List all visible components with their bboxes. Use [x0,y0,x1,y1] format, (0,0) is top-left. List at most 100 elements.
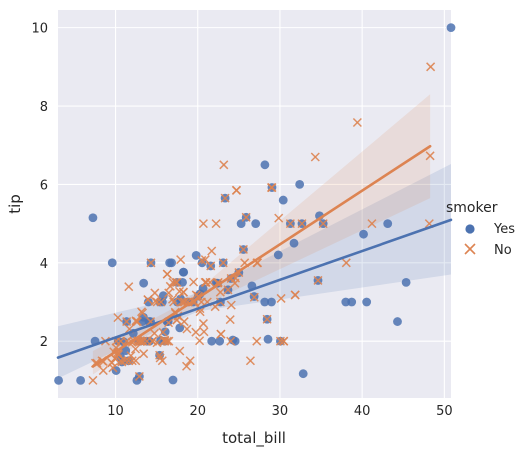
point-no [220,193,230,203]
point-no [183,297,193,307]
point-yes [295,180,305,189]
point-no [267,183,277,193]
point-no [168,277,178,287]
grid [58,10,451,398]
point-no [197,255,207,265]
legend-title: smoker [446,200,498,216]
point-no [132,317,142,327]
y-axis-label: tip [6,194,24,214]
point-no [164,288,174,298]
point-no [130,344,141,354]
point-yes [76,375,86,385]
point-no [122,317,132,327]
point-yes [383,219,393,228]
point-yes [446,23,456,33]
point-no [285,219,295,229]
point-no [276,293,286,303]
point-no [131,356,141,366]
point-yes [230,336,240,346]
y-tick-label: 10 [31,22,48,37]
point-no [110,353,120,363]
point-yes [175,323,185,333]
fit-line-no [91,144,432,368]
y-tick-label: 2 [40,335,48,350]
point-no [189,277,199,287]
fit-line-yes [56,218,453,359]
point-no [139,349,149,359]
point-no [169,297,179,307]
point-no [124,282,134,292]
x-tick-label: 10 [107,404,124,419]
point-yes [359,229,368,239]
point-no [156,297,166,307]
point-yes [168,375,178,385]
point-yes [158,291,168,301]
point-no [226,336,236,346]
x-tick-label: 30 [272,404,289,419]
point-no [191,327,201,337]
point-no [182,361,192,371]
point-yes [54,375,63,385]
point-no [218,258,228,268]
point-no [160,336,170,346]
point-no [318,219,328,229]
point-yes [88,213,98,223]
point-yes [236,219,246,228]
point-no [290,290,300,300]
point-no [215,287,225,297]
point-no [178,287,188,297]
point-no [138,336,148,346]
point-no [310,152,320,162]
point-no [117,357,127,367]
point-no [352,117,362,128]
point-no [241,212,251,222]
point-no [341,258,351,268]
point-yes [145,336,155,346]
point-yes [347,297,357,307]
point-no [155,350,165,360]
point-no [152,297,162,307]
y-tick-label: 8 [40,100,48,115]
point-no [252,336,262,346]
point-no [88,375,98,385]
point-no [198,219,208,229]
y-tick-label: 4 [40,257,48,272]
point-no [185,356,195,366]
point-no [165,281,175,291]
legend-marker-yes [465,224,475,234]
point-no [198,319,208,329]
x-tick-label: 20 [189,404,206,419]
point-no [206,261,216,271]
point-yes [393,317,402,326]
point-no [274,213,284,223]
x-axis-ticks: 10 20 30 40 50 [107,404,452,419]
regression-lines [56,144,453,368]
legend-marker-no [464,243,476,255]
point-no [238,244,248,254]
point-no [171,277,181,287]
point-yes [215,336,225,346]
point-no [195,336,205,346]
point-no [146,258,156,268]
point-yes [267,297,276,307]
point-no [297,219,307,229]
point-no [150,288,160,298]
point-yes [278,195,288,205]
point-no [313,275,323,285]
point-no [152,338,162,348]
point-no [426,62,436,72]
y-tick-label: 6 [40,178,48,193]
point-no [182,324,192,334]
point-no [199,327,209,337]
point-yes [260,297,270,307]
point-yes [251,219,261,228]
point-no [162,336,172,346]
point-no [249,292,259,302]
legend-label-yes: Yes [493,222,515,237]
point-no [201,277,211,287]
point-yes [263,334,273,344]
point-no [225,315,235,325]
point-yes [139,278,149,288]
point-no [223,285,233,295]
